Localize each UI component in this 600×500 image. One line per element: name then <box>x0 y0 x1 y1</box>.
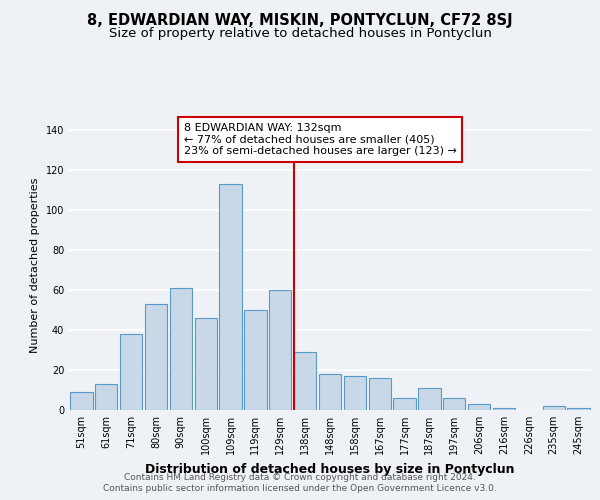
Bar <box>95 384 118 410</box>
Bar <box>70 392 92 410</box>
Bar <box>568 408 590 410</box>
Text: Contains public sector information licensed under the Open Government Licence v3: Contains public sector information licen… <box>103 484 497 493</box>
Text: Contains HM Land Registry data © Crown copyright and database right 2024.: Contains HM Land Registry data © Crown c… <box>124 472 476 482</box>
Bar <box>468 404 490 410</box>
Bar <box>344 376 366 410</box>
Bar <box>542 406 565 410</box>
Bar <box>269 290 292 410</box>
Bar <box>418 388 440 410</box>
Bar <box>319 374 341 410</box>
Bar <box>145 304 167 410</box>
Text: 8 EDWARDIAN WAY: 132sqm
← 77% of detached houses are smaller (405)
23% of semi-d: 8 EDWARDIAN WAY: 132sqm ← 77% of detache… <box>184 123 457 156</box>
X-axis label: Distribution of detached houses by size in Pontyclun: Distribution of detached houses by size … <box>145 462 515 475</box>
Bar <box>368 378 391 410</box>
Bar <box>493 408 515 410</box>
Bar <box>120 334 142 410</box>
Bar <box>394 398 416 410</box>
Text: Size of property relative to detached houses in Pontyclun: Size of property relative to detached ho… <box>109 28 491 40</box>
Bar <box>220 184 242 410</box>
Bar <box>170 288 192 410</box>
Bar <box>194 318 217 410</box>
Text: 8, EDWARDIAN WAY, MISKIN, PONTYCLUN, CF72 8SJ: 8, EDWARDIAN WAY, MISKIN, PONTYCLUN, CF7… <box>87 12 513 28</box>
Bar <box>244 310 266 410</box>
Bar <box>443 398 466 410</box>
Bar <box>294 352 316 410</box>
Y-axis label: Number of detached properties: Number of detached properties <box>30 178 40 352</box>
